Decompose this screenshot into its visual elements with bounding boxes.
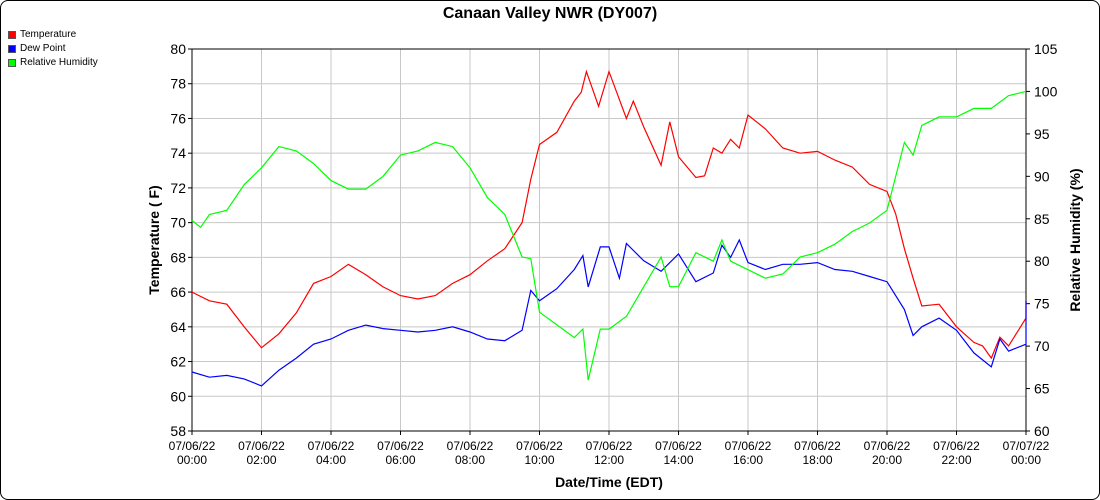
x-tick-label-time: 02:00 [246,453,276,467]
y-tick-label: 58 [170,423,186,439]
chart-title: Canaan Valley NWR (DY007) [442,5,658,22]
x-tick-label-time: 08:00 [455,453,485,467]
x-tick-label-time: 04:00 [316,453,346,467]
legend-swatch [8,31,16,39]
y-axis-label: Temperature ( F) [146,185,162,294]
y-tick-label: 66 [170,284,186,300]
x-tick-label-date: 07/06/22 [447,439,494,453]
series-line-dew-point [191,238,1027,387]
x-tick-label-date: 07/06/22 [516,439,563,453]
x-tick-label-time: 12:00 [594,453,624,467]
y2-axis-label: Relative Humidity (%) [1067,168,1083,311]
y2-tick-label: 65 [1034,381,1050,397]
y2-tick-label: 105 [1034,41,1058,57]
x-tick-label-date: 07/06/22 [238,439,285,453]
x-tick-label-time: 06:00 [385,453,415,467]
legend-swatch [8,59,16,67]
y-tick-label: 68 [170,249,186,265]
y2-tick-label: 60 [1034,423,1050,439]
y-tick-label: 70 [170,215,186,231]
legend-item-temperature: Temperature [8,28,98,42]
x-tick-label-time: 22:00 [941,453,971,467]
x-tick-label-date: 07/06/22 [377,439,424,453]
x-tick-label-time: 16:00 [733,453,763,467]
x-tick-label-date: 07/06/22 [725,439,772,453]
y2-tick-label: 85 [1034,211,1050,227]
x-tick-label-time: 20:00 [872,453,902,467]
legend-item-relative-humidity: Relative Humidity [8,56,98,70]
x-tick-label-date: 07/06/22 [308,439,355,453]
x-tick-label-time: 14:00 [663,453,693,467]
x-tick-label-time: 00:00 [1011,453,1041,467]
x-tick-label-date: 07/06/22 [864,439,911,453]
y-tick-label: 74 [170,145,186,161]
y-tick-label: 62 [170,354,186,370]
x-tick-label-date: 07/06/22 [933,439,980,453]
legend-swatch [8,45,16,53]
x-tick-label-time: 00:00 [177,453,207,467]
y-tick-label: 72 [170,180,186,196]
y2-tick-label: 90 [1034,168,1050,184]
x-axis-label: Date/Time (EDT) [555,474,663,490]
y2-tick-label: 75 [1034,296,1050,312]
y-tick-label: 64 [170,319,186,335]
x-tick-label-date: 07/06/22 [169,439,216,453]
x-tick-label-date: 07/06/22 [655,439,702,453]
y-tick-label: 60 [170,388,186,404]
series-line-relative-humidity [191,90,1027,381]
x-tick-label-date: 07/06/22 [586,439,633,453]
y-tick-label: 78 [170,76,186,92]
legend: Temperature Dew Point Relative Humidity [8,28,98,70]
legend-label: Relative Humidity [20,57,98,68]
y2-tick-label: 80 [1034,253,1050,269]
y2-tick-label: 100 [1034,83,1058,99]
y2-tick-label: 70 [1034,338,1050,354]
x-tick-label-time: 18:00 [802,453,832,467]
legend-label: Dew Point [20,43,66,54]
x-tick-label-time: 10:00 [524,453,554,467]
x-tick-label-date: 07/06/22 [794,439,841,453]
series-line-temperature [191,69,1027,360]
y-tick-label: 76 [170,110,186,126]
y-tick-label: 80 [170,41,186,57]
x-tick-label-date: 07/07/22 [1003,439,1050,453]
legend-item-dew-point: Dew Point [8,42,98,56]
y2-tick-label: 95 [1034,126,1050,142]
legend-label: Temperature [20,29,77,40]
